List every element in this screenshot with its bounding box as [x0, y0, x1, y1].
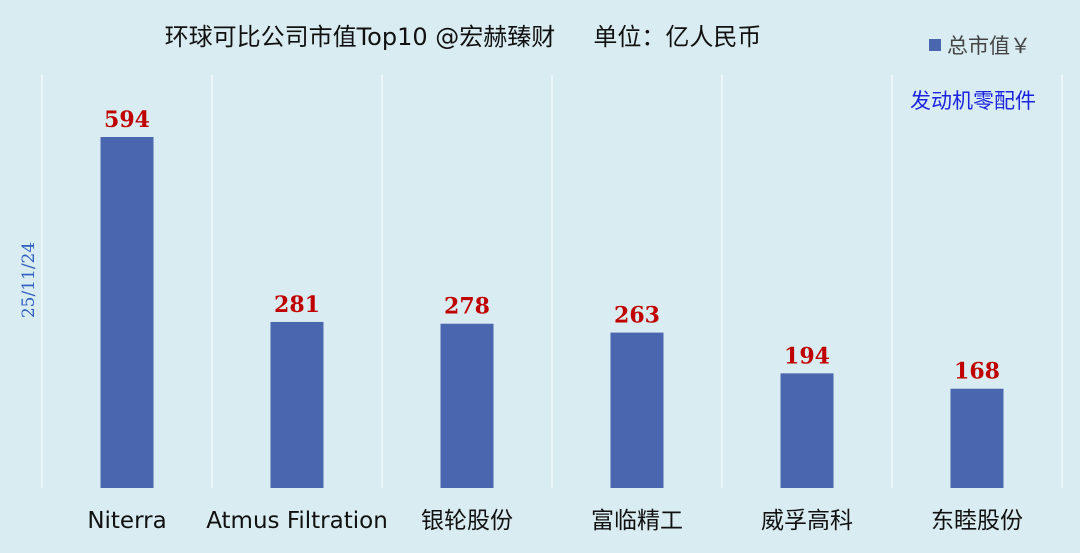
bar: [100, 137, 154, 488]
category-label: Niterra: [87, 508, 166, 534]
value-labels: 594 281 278 263 194 168: [104, 107, 1000, 385]
category-labels: Niterra Atmus Filtration 银轮股份 富临精工 威孚高科 东睦股份: [87, 508, 1023, 534]
category-label: 威孚高科: [761, 508, 853, 534]
bars: [100, 137, 1004, 488]
bar: [950, 388, 1004, 488]
grid-lines: [41, 75, 1063, 488]
value-label: 281: [274, 292, 320, 318]
value-label: 168: [954, 359, 1000, 385]
bar: [610, 332, 664, 488]
category-label: 银轮股份: [421, 508, 513, 534]
value-label: 263: [614, 303, 660, 329]
bar: [440, 323, 494, 488]
value-label: 194: [784, 343, 830, 369]
bar: [270, 321, 324, 488]
category-label: 东睦股份: [931, 508, 1023, 534]
chart-title: 环球可比公司市值Top10 @宏赫臻财 单位：亿人民币: [165, 23, 762, 51]
category-annotation: 发动机零配件: [910, 89, 1036, 113]
bar: [780, 373, 834, 488]
value-label: 594: [104, 107, 150, 133]
legend-swatch: [929, 39, 941, 51]
category-label: Atmus Filtration: [206, 508, 388, 534]
legend: 总市值￥: [929, 34, 1031, 58]
category-label: 富临精工: [591, 508, 683, 534]
value-label: 278: [444, 294, 490, 320]
legend-label: 总市值￥: [947, 34, 1031, 58]
date-label: 25/11/24: [19, 242, 39, 318]
